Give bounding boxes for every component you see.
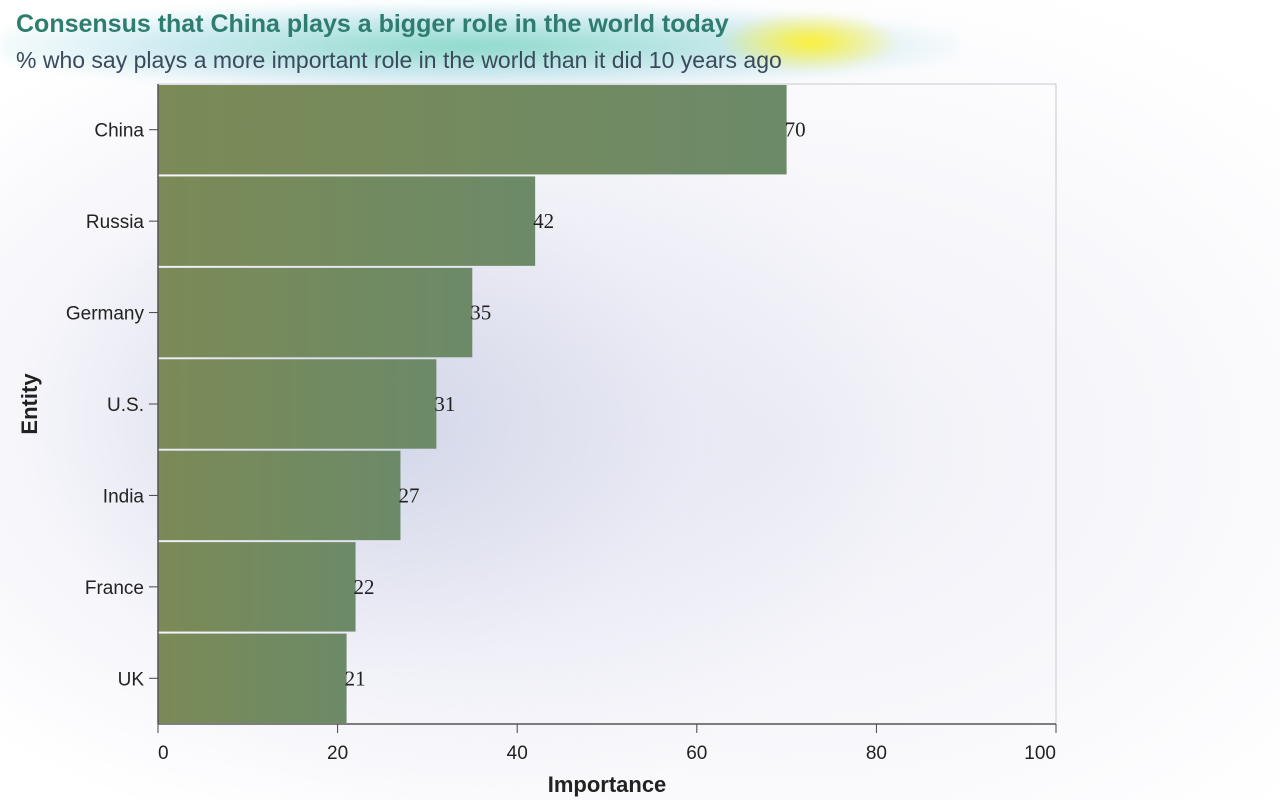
x-tick-label-40: 40 [507,743,528,764]
value-label-russia: 42 [533,209,554,233]
bar-russia [158,176,536,266]
bar-u-s [158,359,437,449]
title-highlight [0,4,960,86]
y-axis-title: Entity [17,373,42,435]
category-label-china: China [94,121,144,142]
bar-india [158,450,401,541]
category-label-russia: Russia [86,212,145,233]
x-tick-label-100: 100 [1024,743,1056,764]
x-tick-label-0: 0 [158,743,169,764]
value-label-france: 22 [354,575,375,599]
value-label-uk: 21 [345,666,366,690]
value-label-china: 70 [785,118,806,142]
x-axis: 0 20 40 60 80 100 [157,723,1057,764]
x-tick-label-60: 60 [686,743,707,764]
value-label-india: 27 [398,483,419,507]
bar-china [158,85,787,175]
category-label-india: India [103,486,145,507]
value-label-germany: 35 [470,301,491,325]
category-label-france: France [85,578,144,599]
y-axis: China Russia Germany U.S. India France UK [66,84,159,724]
bar-france [158,542,356,632]
x-tick-label-20: 20 [327,743,348,764]
category-label-u-s: U.S. [107,395,144,416]
category-label-germany: Germany [66,304,145,325]
x-axis-title: Importance [548,772,667,797]
value-label-u-s: 31 [434,392,455,416]
chart-subtitle: % who say plays a more important role in… [16,47,782,73]
category-label-uk: UK [118,669,145,690]
chart-title: Consensus that China plays a bigger role… [16,10,729,38]
bar-germany [158,267,473,358]
x-tick-label-80: 80 [866,743,887,764]
bars-group: 70 42 35 31 27 22 21 [158,85,806,723]
bar-uk [158,633,347,723]
